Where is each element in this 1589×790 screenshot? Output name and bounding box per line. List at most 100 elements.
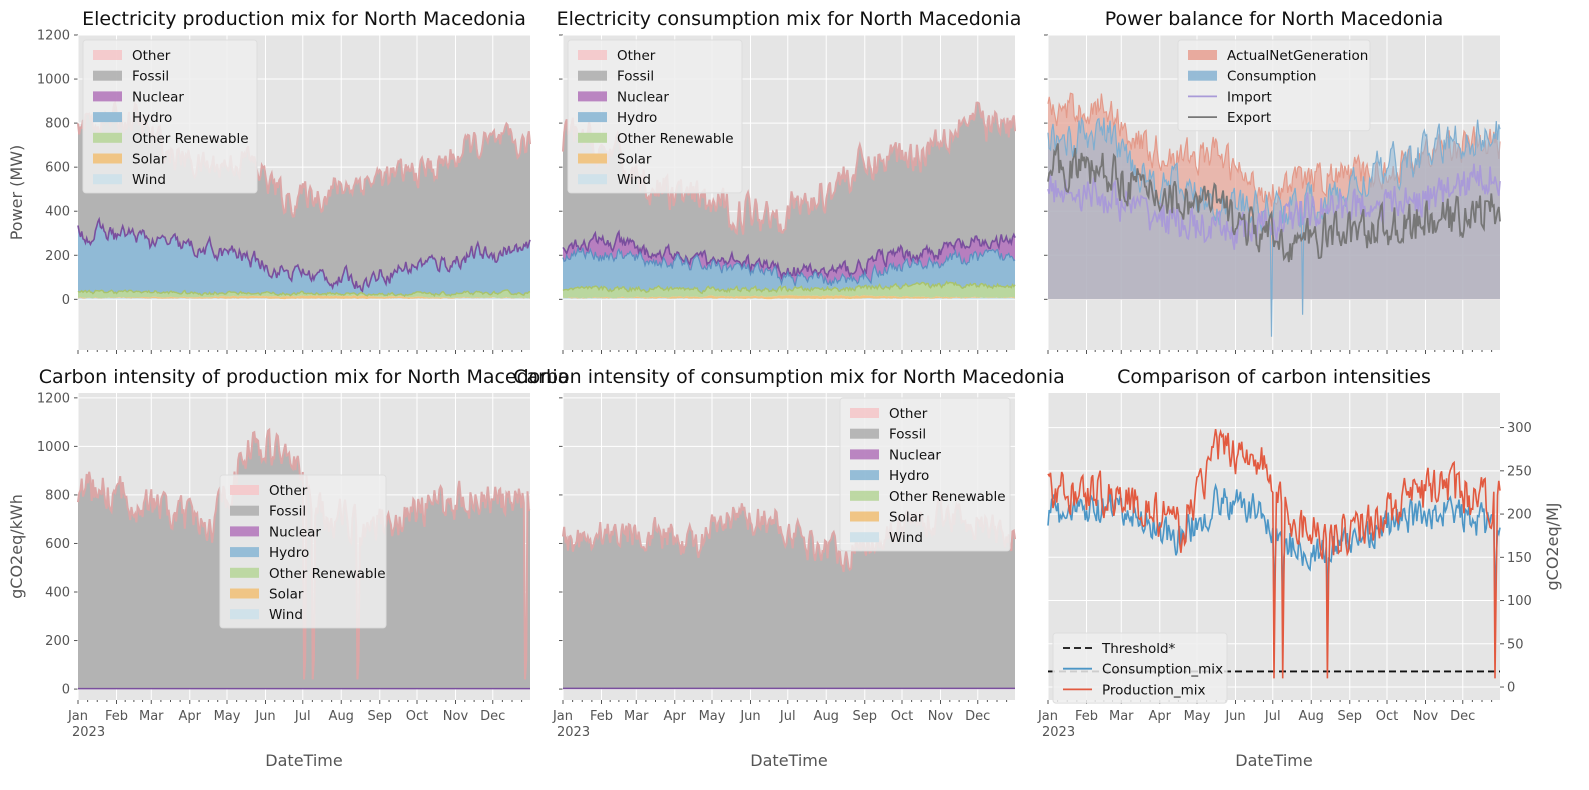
- legend-swatch: [850, 511, 879, 522]
- legend-label: ActualNetGeneration: [1227, 48, 1368, 64]
- legend-swatch: [93, 174, 122, 185]
- panel-title: Comparison of carbon intensities: [1117, 366, 1431, 388]
- solar-area: [78, 295, 530, 300]
- y-tick-label: 0: [62, 683, 70, 698]
- legend-swatch: [93, 112, 122, 123]
- x-tick-label: Aug: [1299, 709, 1324, 724]
- x-tick-label: Oct: [406, 709, 428, 724]
- legend-swatch: [578, 112, 607, 123]
- x-tick-label: Feb: [1075, 709, 1098, 724]
- panel-production-ci: 0 200 400 600 800 1000 1200 Jan Feb Mar Apr May Jun J…: [7, 366, 569, 770]
- legend-label: Fossil: [617, 69, 654, 85]
- y-tick-label: 800: [45, 117, 70, 132]
- legend-swatch: [850, 408, 879, 418]
- legend-label: Solar: [269, 587, 304, 603]
- x-tick-label: Nov: [928, 709, 954, 724]
- legend-label: Solar: [132, 152, 167, 168]
- x-tick-label: Jul: [1264, 709, 1281, 724]
- x-axis-label: DateTime: [265, 751, 342, 770]
- consumption-line: [1047, 116, 1501, 337]
- legend: ActualNetGeneration Consumption Import Expo…: [1177, 39, 1371, 132]
- legend-swatch: [578, 153, 607, 164]
- other-line: [77, 427, 531, 680]
- y-tick-label: 250: [1507, 464, 1532, 479]
- y-axis-label: gCO2eq/MJ: [1543, 502, 1562, 590]
- legend-label: Other Renewable: [617, 131, 734, 147]
- y-axis-label: Power (MW): [7, 145, 26, 241]
- x-year-label: 2023: [1042, 725, 1075, 740]
- x-year-label: 2023: [557, 725, 590, 740]
- x-tick-label: Nov: [1413, 709, 1439, 724]
- y-tick-label: 400: [45, 586, 70, 601]
- legend-swatch: [578, 91, 607, 102]
- x-tick-label: May: [699, 709, 726, 724]
- legend-label: Hydro: [617, 110, 657, 126]
- x-tick-label: Jun: [1224, 709, 1245, 724]
- x-tick-label: Apr: [179, 709, 202, 724]
- y-tick-label: 300: [1507, 421, 1532, 436]
- wind-area: [78, 297, 530, 300]
- y-tick-label: 600: [45, 161, 70, 176]
- legend-label: Hydro: [132, 110, 172, 126]
- legend-label: Wind: [617, 172, 651, 188]
- y-tick-label: 1200: [37, 29, 70, 44]
- x-tick-label: Oct: [1376, 709, 1398, 724]
- legend-swatch: [230, 485, 259, 495]
- y-tick-label: 1200: [37, 391, 70, 406]
- y-tick-label: 0: [1507, 681, 1515, 696]
- x-tick-label: Jan: [552, 709, 573, 724]
- legend-swatch: [93, 132, 122, 143]
- x-tick-label: Dec: [1450, 709, 1475, 724]
- legend-label: Production_mix: [1102, 682, 1205, 698]
- x-tick-label: Sep: [1337, 709, 1362, 724]
- legend-swatch: [578, 70, 607, 81]
- legend-label: Solar: [889, 510, 924, 526]
- legend-swatch: [230, 567, 259, 578]
- legend-swatch: [93, 70, 122, 81]
- legend-swatch: [230, 588, 259, 599]
- panel-power-balance: Power balance for North Macedonia ActualN…: [1044, 8, 1501, 354]
- y-tick-label: 800: [45, 488, 70, 503]
- hydro-area: [78, 219, 530, 297]
- legend: Other Fossil Nuclear Hydro Other Renewable So…: [82, 39, 258, 194]
- x-tick-label: Sep: [852, 709, 877, 724]
- x-axis-label: DateTime: [750, 751, 827, 770]
- production-mix-line: [1047, 428, 1501, 679]
- legend-swatch: [230, 609, 259, 620]
- fossil-area: [78, 429, 530, 689]
- panel-title: Carbon intensity of consumption mix for …: [513, 366, 1065, 388]
- renewable-line: [562, 280, 1016, 295]
- y-tick-label: 200: [45, 249, 70, 264]
- y-tick-label: 600: [45, 537, 70, 552]
- legend-label: Other: [132, 48, 171, 64]
- x-tick-label: Feb: [590, 709, 613, 724]
- legend-swatch: [578, 174, 607, 185]
- legend-label: Solar: [617, 152, 652, 168]
- panel-title: Electricity production mix for North Mac…: [82, 8, 526, 30]
- x-tick-label: Jan: [67, 709, 88, 724]
- legend-swatch: [230, 526, 259, 537]
- y-axis-label: gCO2eq/kWh: [7, 494, 26, 599]
- legend: Other Fossil Nuclear Hydro Other Renewable So…: [567, 39, 743, 194]
- hydro-line: [562, 245, 1016, 289]
- x-tick-label: Mar: [1109, 709, 1134, 724]
- legend-swatch: [850, 490, 879, 501]
- legend-label: Wind: [132, 172, 166, 188]
- legend-swatch: [93, 50, 122, 60]
- panel-title: Electricity consumption mix for North Ma…: [557, 8, 1022, 30]
- y-tick-label: 200: [45, 634, 70, 649]
- legend-swatch: [230, 505, 259, 516]
- x-tick-label: May: [214, 709, 241, 724]
- legend-label: Other: [617, 48, 656, 64]
- legend: Other Fossil Nuclear Hydro Other Renewable So…: [219, 474, 387, 629]
- legend-label: Nuclear: [269, 524, 321, 540]
- legend: Threshold* Consumption_mix Production_mix: [1052, 632, 1228, 704]
- legend-label: Import: [1227, 89, 1272, 105]
- fossil-area: [78, 102, 530, 292]
- x-tick-label: Nov: [443, 709, 469, 724]
- legend-label: Other Renewable: [269, 566, 386, 582]
- x-tick-label: Mar: [624, 709, 649, 724]
- x-tick-label: Dec: [480, 709, 505, 724]
- panel-consumption-mix: Electricity consumption mix for North Ma…: [557, 8, 1022, 354]
- legend-label: Fossil: [269, 504, 306, 520]
